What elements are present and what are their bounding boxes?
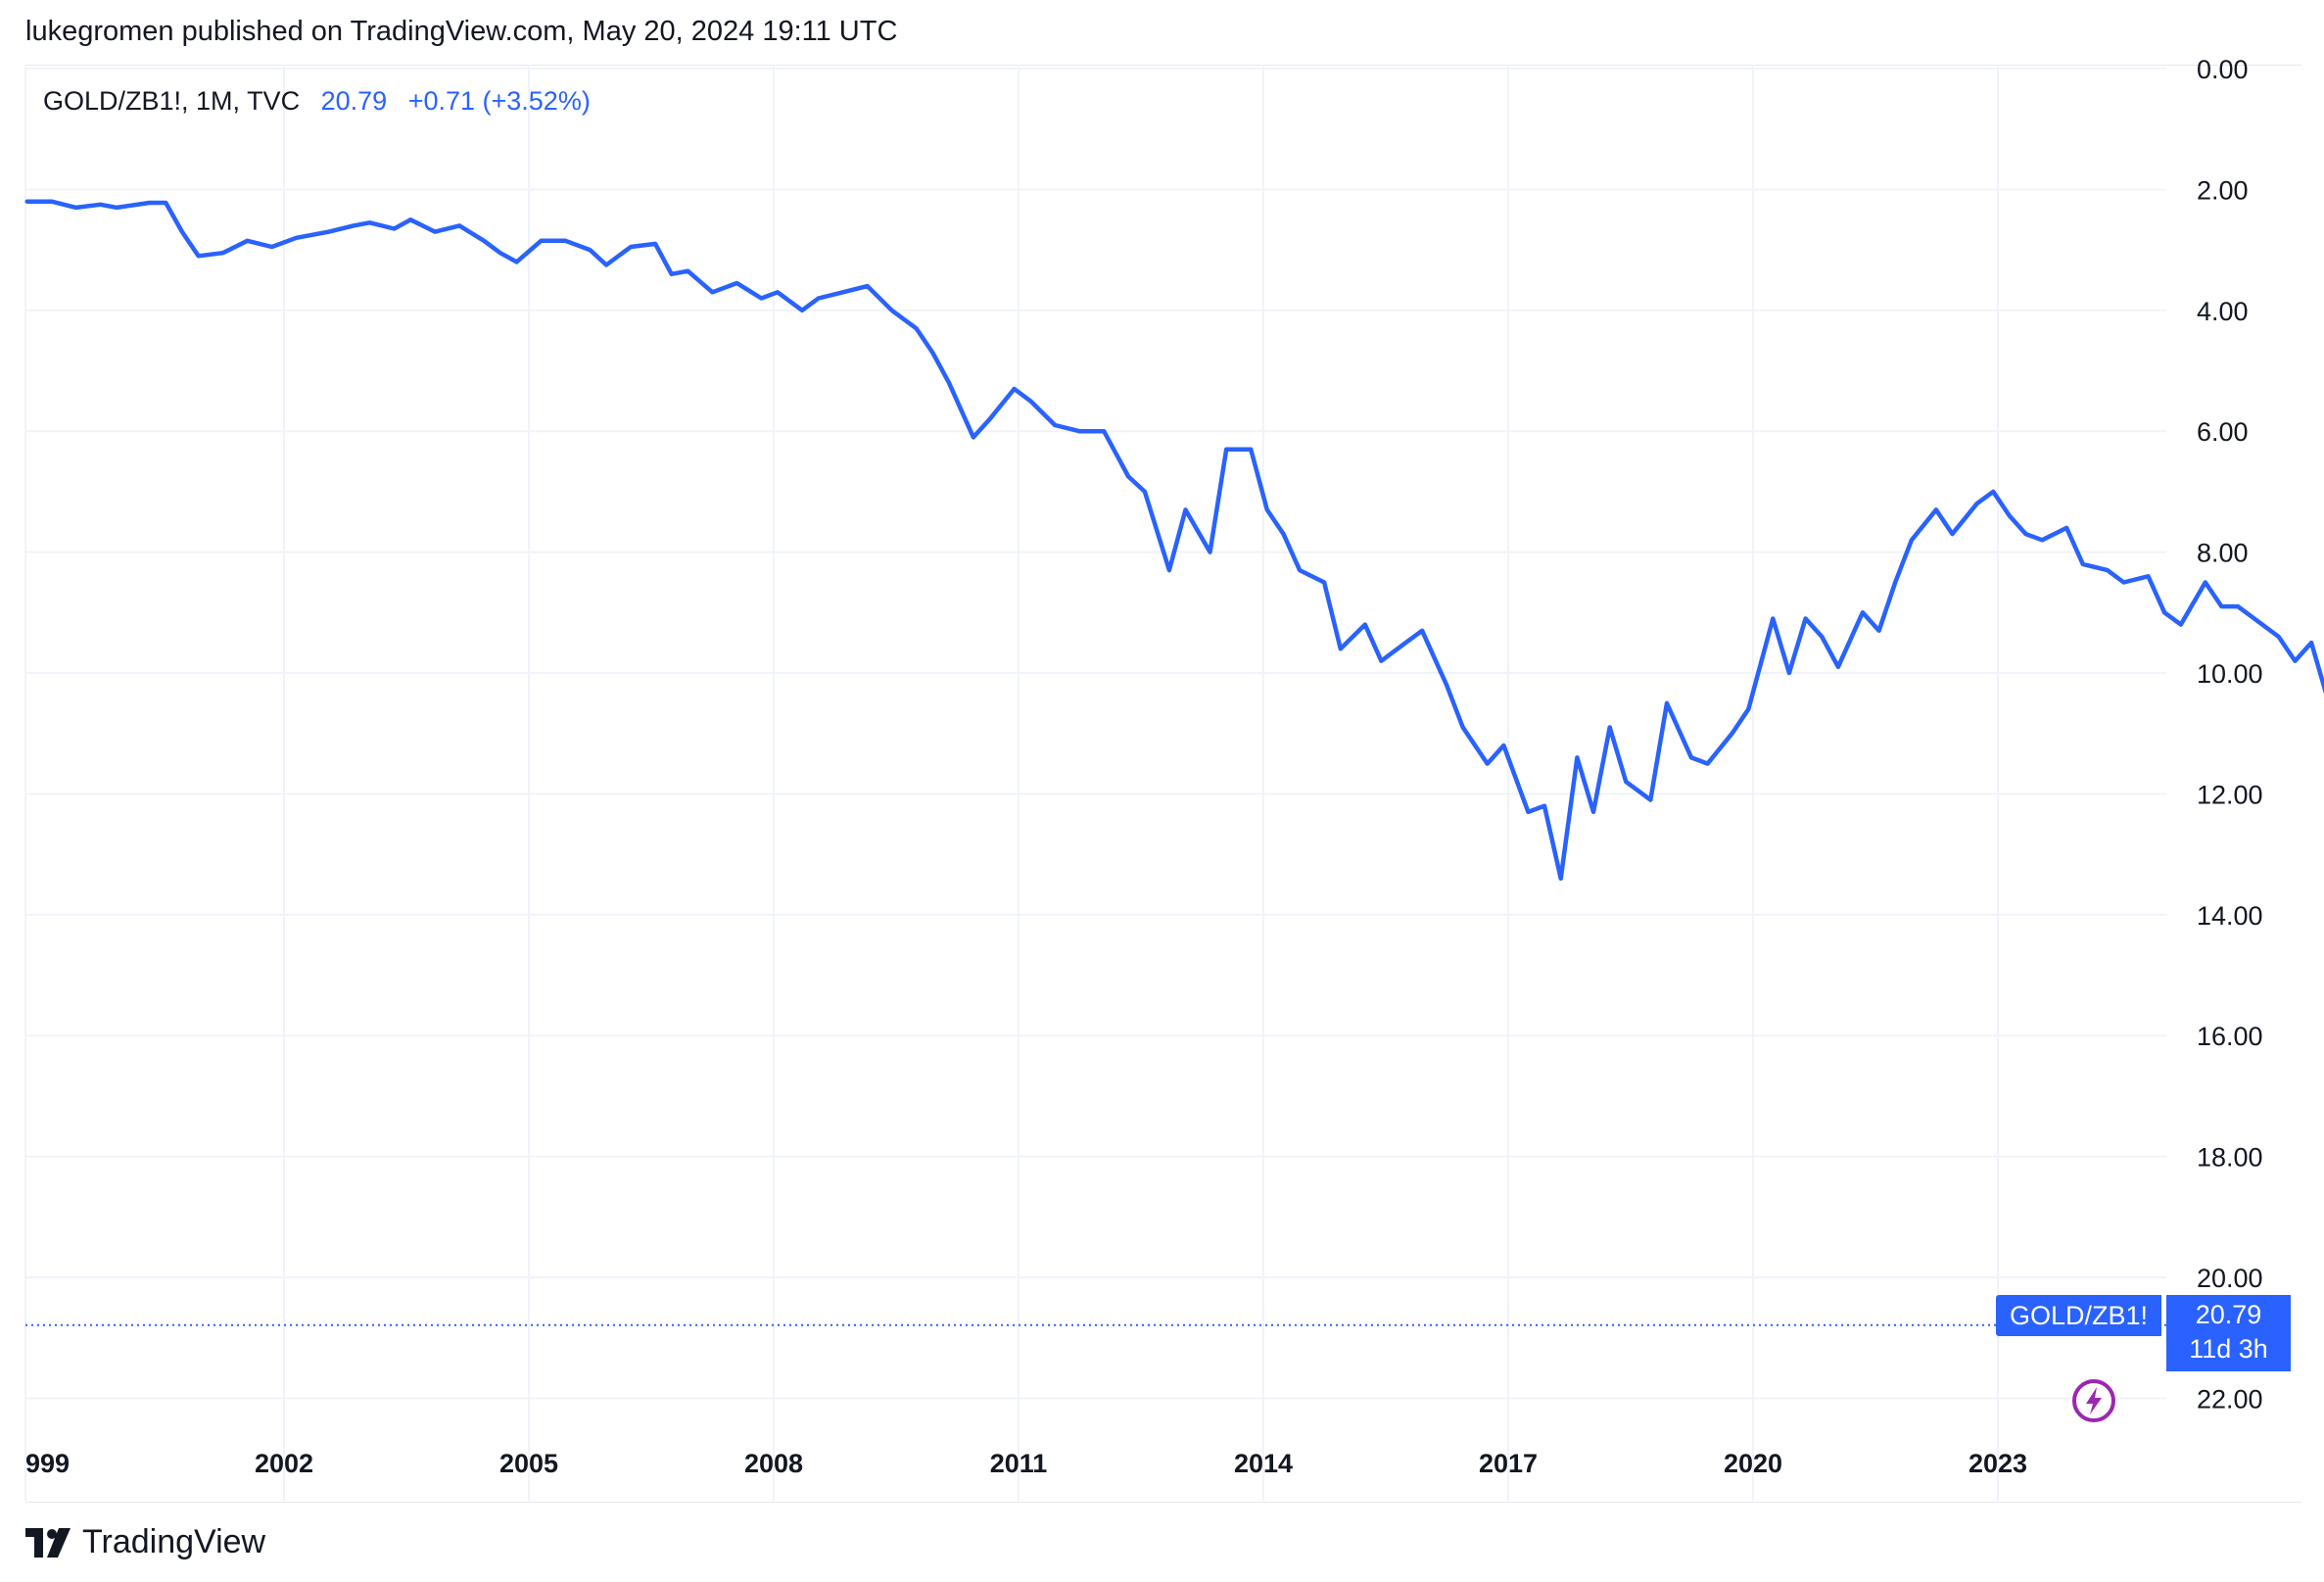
x-tick-label: 2020 (1724, 1449, 1782, 1478)
y-tick-label: 4.00 (2197, 297, 2249, 326)
tradingview-wordmark: TradingView (82, 1523, 266, 1560)
legend-last-value: 20.79 (320, 86, 388, 116)
y-tick-label: 10.00 (2197, 659, 2263, 689)
series-name-tag: GOLD/ZB1! (1996, 1295, 2162, 1336)
x-tick-label: 999 (25, 1449, 70, 1478)
y-tick-label: 12.00 (2197, 780, 2263, 809)
x-tick-label: 2008 (744, 1449, 803, 1478)
y-tick-label: 6.00 (2197, 417, 2249, 447)
lightning-icon[interactable] (2070, 1377, 2117, 1424)
x-tick-label: 2011 (990, 1449, 1048, 1478)
y-tick-label: 2.00 (2197, 175, 2249, 205)
series-line (24, 199, 2324, 882)
price-axis-label: 20.79 11d 3h (2166, 1295, 2291, 1371)
x-tick-label: 2017 (1479, 1449, 1538, 1478)
x-axis: 999 2002 2005 2008 2011 2014 2017 2020 2023 (25, 1449, 2027, 1478)
y-tick-label: 16.00 (2197, 1022, 2263, 1051)
chart-frame (25, 65, 2301, 1503)
chart-legend: GOLD/ZB1!, 1M, TVC 20.79 +0.71 (+3.52%) (43, 86, 591, 117)
y-tick-label: 8.00 (2197, 539, 2249, 568)
bar-countdown: 11d 3h (2189, 1334, 2268, 1364)
legend-symbol: GOLD/ZB1!, 1M, TVC (43, 86, 301, 116)
x-tick-label: 2014 (1234, 1449, 1293, 1478)
price-axis-value: 20.79 (2195, 1300, 2262, 1329)
y-tick-label: 14.00 (2197, 901, 2263, 931)
y-tick-label: 20.00 (2197, 1264, 2263, 1293)
x-tick-label: 2005 (499, 1449, 558, 1478)
tradingview-logo-icon (25, 1527, 71, 1558)
y-tick-label: 0.00 (2197, 55, 2249, 84)
x-tick-label: 2023 (1968, 1449, 2027, 1478)
y-tick-label: 22.00 (2197, 1384, 2263, 1414)
y-axis: 0.00 2.00 4.00 6.00 8.00 10.00 12.00 14.00 16.00… (2197, 55, 2263, 1414)
x-tick-label: 2002 (255, 1449, 313, 1478)
publisher-line: lukegromen published on TradingView.com,… (25, 16, 898, 47)
tradingview-brand[interactable]: TradingView (25, 1523, 265, 1561)
y-tick-label: 18.00 (2197, 1143, 2263, 1173)
legend-change: +0.71 (+3.52%) (407, 86, 591, 116)
chart-grid (24, 65, 2166, 1501)
